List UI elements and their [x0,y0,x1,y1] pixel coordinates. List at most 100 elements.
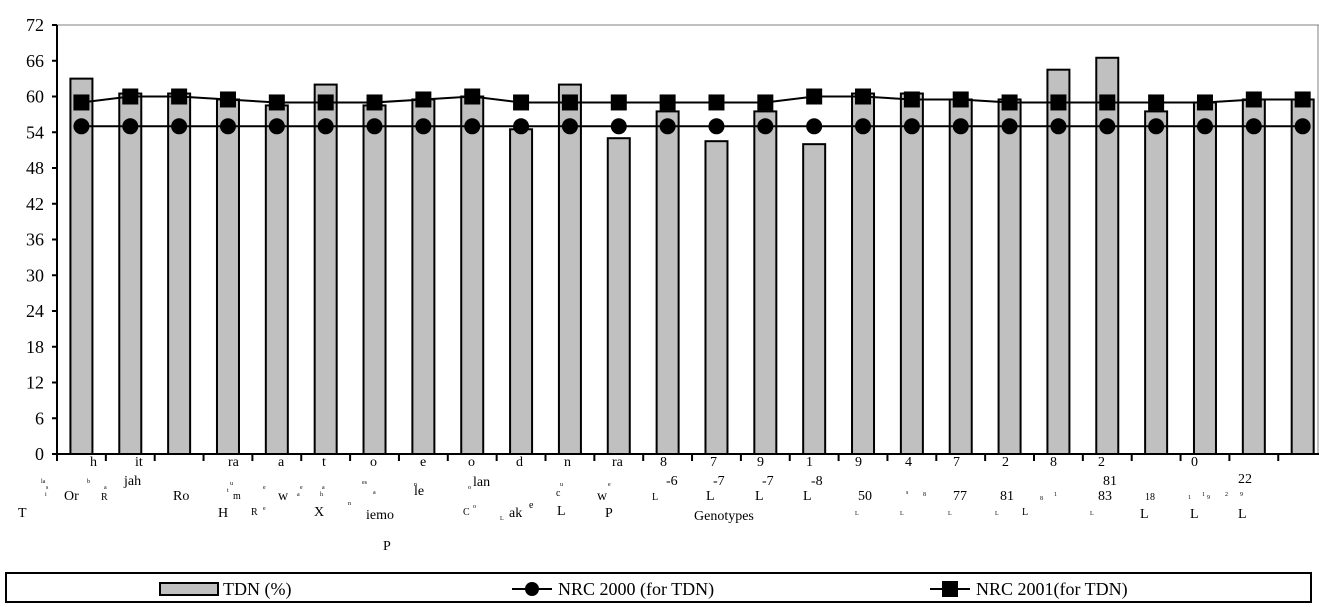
x-tick-label: 8 [1050,455,1057,470]
point-nrc2001-L-509 [903,91,920,108]
y-tick-label: 42 [26,194,44,214]
x-tick-label: a [104,485,107,491]
x-tick-label: Ro [173,489,189,504]
point-nrc2001-Cones [464,88,481,105]
x-tick-label: ra [228,455,240,470]
legend-label: NRC 2000 (for TDN) [558,578,715,599]
bar-Orbit [118,92,143,455]
x-tick-label: 1 [1054,492,1057,498]
x-tick-label: a [373,490,376,496]
point-nrc2000-L-818 [1099,118,1116,135]
x-tick-label: h [320,492,323,498]
bar-Land [557,83,582,455]
y-tick-label: 66 [26,51,44,71]
x-tick-label: 1 [1202,492,1205,498]
x-tick-label: -8 [811,474,823,489]
point-nrc2000-L-81 [855,118,872,135]
point-nrc2000-Pcu [610,118,627,135]
bar-L-584 [948,98,973,456]
x-tick-label: 2 [1225,492,1228,498]
x-tick-label: e [608,482,611,488]
point-nrc2001-Wera [659,94,676,111]
x-tick-label: iemo [366,508,394,523]
x-tick-label: H [218,506,228,521]
point-nrc2001-L-584 [952,91,969,108]
y-tick-label: 54 [26,122,44,142]
x-tick-label: lan [473,475,490,490]
legend-label: TDN (%) [223,578,292,599]
x-tick-label: a [322,485,325,491]
x-tick-label: 8 [660,455,667,470]
point-nrc2000-L-1922 [1294,118,1311,135]
x-tick-label: 8 [1040,496,1043,502]
point-nrc2000-Tlahit [73,118,90,135]
x-tick-label: o [468,455,475,470]
legend-item-nrc2000: NRC 2000 (for TDN) [512,577,714,601]
x-tick-label: L [500,516,504,522]
x-tick-label: ra [612,455,624,470]
point-nrc2001-L-68 [708,94,725,111]
x-tick-label: L [995,511,999,517]
bar-L-1920 [1241,98,1266,456]
x-tick-label: L [900,511,904,517]
x-tick-label: ak [509,506,522,521]
x-tick-label: 1 [806,455,813,470]
x-tick-label: n [348,501,351,507]
point-nrc2001-L-79 [806,88,823,105]
point-nrc2001-L-777 [1001,94,1018,111]
x-tick-label: 7 [710,455,717,470]
bar-Lake [509,128,534,455]
x-tick-label: es [362,480,368,486]
x-tick-label: X [314,505,324,520]
point-nrc2000-Land [561,118,578,135]
bar-Pcu [606,137,631,455]
point-nrc2000-Lake [513,118,530,135]
bar-Wera [655,110,680,455]
point-nrc2000-L-77 [757,118,774,135]
legend-square-marker-icon [930,579,970,599]
x-tick-label: L [803,489,812,504]
point-nrc2000-L-509 [903,118,920,135]
legend-swatch-bar-icon [159,582,219,596]
y-tick-label: 24 [26,301,44,321]
bar-Rajah [167,92,192,455]
x-tick-label: T [18,506,27,521]
x-tick-label: 81 [1103,474,1117,489]
bar-Rota [215,98,240,456]
point-nrc2001-Lake [513,94,530,111]
x-axis-title: Genotypes [694,509,754,524]
point-nrc2000-Piemonto [415,118,432,135]
x-tick-label: 4 [905,455,912,470]
x-tick-label: b [87,479,90,485]
y-tick-label: 36 [26,230,44,250]
bar-L-79 [802,143,827,456]
x-tick-label: R [101,492,108,503]
x-tick-label: P [605,506,613,521]
bar-Rewat [313,83,338,455]
x-tick-label: C [463,507,470,518]
x-tick-label: e [263,485,266,491]
point-nrc2000-L-777 [1001,118,1018,135]
y-tick-label: 6 [35,408,44,428]
point-nrc2001-L-818 [1099,94,1116,111]
point-nrc2000-L-68 [708,118,725,135]
point-nrc2001-Orbit [122,88,139,105]
y-tick-label: 60 [26,87,44,107]
y-tick-label: 30 [26,265,44,285]
x-tick-label: -7 [762,474,774,489]
x-tick-label: L [706,489,715,504]
legend-label: NRC 2001(for TDN) [976,578,1128,599]
x-tick-label: t [227,488,229,494]
point-nrc2001-Pcu [610,94,627,111]
point-nrc2000-L-584 [952,118,969,135]
x-tick-label: w [597,489,608,504]
legend-item-tdn: TDN (%) [159,577,291,601]
series-line-nrc2001 [81,95,1303,104]
x-tick-label: L [1022,507,1028,518]
point-nrc2000-Rajah [171,118,188,135]
x-tick-label: u [230,481,233,487]
x-tick-label: m [233,491,241,502]
legend-item-nrc2001: NRC 2001(for TDN) [930,577,1128,601]
point-nrc2000-Xiwana [366,118,383,135]
